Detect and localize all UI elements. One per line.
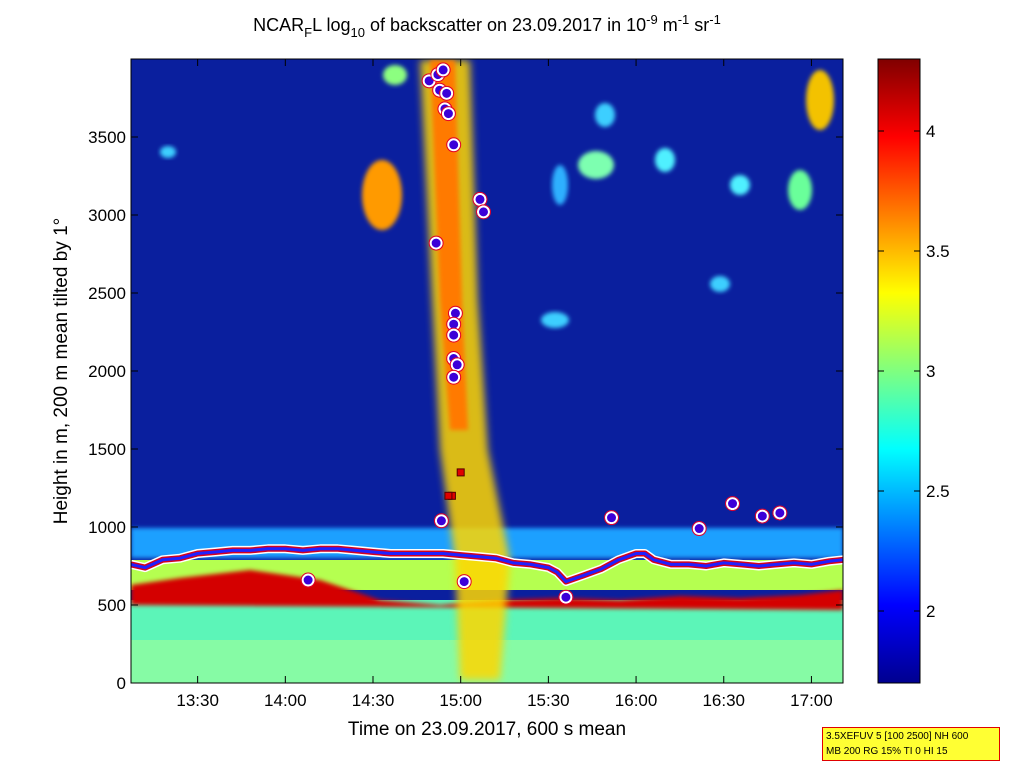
y-tick-label: 2000 (88, 362, 126, 381)
layer-detection-point (726, 497, 740, 511)
layer-detection-ring (428, 235, 444, 251)
x-tick-label: 13:30 (176, 691, 219, 710)
y-tick-label: 500 (98, 596, 126, 615)
x-tick-label: 14:30 (352, 691, 395, 710)
layer-detection-point (441, 107, 455, 121)
y-tick-label: 3500 (88, 128, 126, 147)
layer-detection-ring (446, 137, 462, 153)
layer-detection-point (447, 138, 461, 152)
layer-detection-ring (446, 327, 462, 343)
y-axis: 0 500 1000 1500 2000 2500 3000 3500 (88, 128, 843, 693)
layer-detection-point (447, 370, 461, 384)
colorbar-tick-label: 3.5 (926, 242, 950, 261)
x-tick-label: 16:00 (615, 691, 658, 710)
layer-detection-point (773, 506, 787, 520)
cloud-base-marker (444, 491, 453, 500)
colorbar-tick-label: 3 (926, 362, 935, 381)
layer-detection-point (429, 236, 443, 250)
layer-detection-point (473, 192, 487, 206)
layer-detection-ring (772, 505, 788, 521)
colorbar-tick-label: 2 (926, 602, 935, 621)
cloud-patch-5 (730, 175, 750, 195)
layer-detection-point (476, 205, 490, 219)
layer-detection-point (447, 328, 461, 342)
layer-detection-ring (300, 572, 316, 588)
x-axis: 13:30 14:00 14:30 15:00 15:30 16:00 16:30 17:00 (176, 59, 833, 710)
layer-detection-ring (725, 496, 741, 512)
info-line-2: MB 200 RG 15% TI 0 HI 15 (826, 746, 948, 757)
layer-detection-point (457, 575, 471, 589)
cloud-patch-6 (788, 170, 812, 210)
cloud-base-marker (456, 468, 465, 477)
cloud-patch-2 (806, 70, 834, 130)
cloud-patch-12 (552, 165, 568, 205)
y-axis-label: Height in m, 200 m mean tilted by 1° (51, 218, 72, 524)
cloud-patch-4 (655, 148, 675, 172)
cloud-patch-7 (541, 312, 569, 328)
layer-detection-ring (604, 510, 620, 526)
chart-title: NCARFL log10 of backscatter on 23.09.201… (253, 12, 721, 40)
layer-detection-ring (558, 589, 574, 605)
colorbar-axis: 2 2.5 3 3.5 4 (878, 122, 950, 621)
layer-detection-point (440, 86, 454, 100)
layer-detection-ring (435, 62, 451, 78)
layer-detection-ring (475, 204, 491, 220)
colorbar-tick-label: 2.5 (926, 482, 950, 501)
y-tick-label: 1500 (88, 440, 126, 459)
backscatter-heatmap (131, 59, 843, 683)
colorbar (878, 59, 920, 683)
boundary-layer-line (131, 547, 843, 584)
layer-detection-point (755, 509, 769, 523)
x-tick-label: 14:00 (264, 691, 307, 710)
layer-detection-ring (433, 513, 449, 529)
info-line-1: 3.5XEFUV 5 [100 2500] NH 600 (826, 731, 969, 742)
layer-detection-point (450, 358, 464, 372)
layer-detection-ring (439, 85, 455, 101)
layer-detection-ring (691, 521, 707, 537)
cloud-patch-9 (710, 276, 730, 292)
x-tick-label: 17:00 (790, 691, 833, 710)
layer-detection-point (605, 511, 619, 525)
info-box: 3.5XEFUV 5 [100 2500] NH 600 MB 200 RG 1… (822, 727, 1000, 761)
x-tick-label: 15:30 (527, 691, 570, 710)
layer-detection-ring (754, 508, 770, 524)
layer-detection-point (434, 514, 448, 528)
layer-detection-ring (449, 357, 465, 373)
cloud-patch-3 (578, 151, 614, 179)
colorbar-tick-label: 4 (926, 122, 935, 141)
layer-detection-ring (446, 369, 462, 385)
y-tick-label: 1000 (88, 518, 126, 537)
x-axis-label: Time on 23.09.2017, 600 s mean (348, 719, 626, 740)
layer-detection-ring (456, 574, 472, 590)
cloud-patch-11 (383, 65, 407, 85)
layer-detection-ring (472, 191, 488, 207)
marker-layer (131, 62, 843, 605)
x-tick-label: 16:30 (702, 691, 745, 710)
cloud-patch-8 (160, 146, 176, 158)
layer-detection-point (559, 590, 573, 604)
layer-detection-ring (440, 106, 456, 122)
y-tick-label: 3000 (88, 206, 126, 225)
cloud-patch-10 (595, 103, 615, 127)
y-tick-label: 0 (117, 674, 126, 693)
layer-detection-point (436, 63, 450, 77)
cloud-patch-1 (362, 160, 402, 230)
layer-detection-point (301, 573, 315, 587)
layer-detection-point (692, 522, 706, 536)
y-tick-label: 2500 (88, 284, 126, 303)
x-tick-label: 15:00 (439, 691, 482, 710)
